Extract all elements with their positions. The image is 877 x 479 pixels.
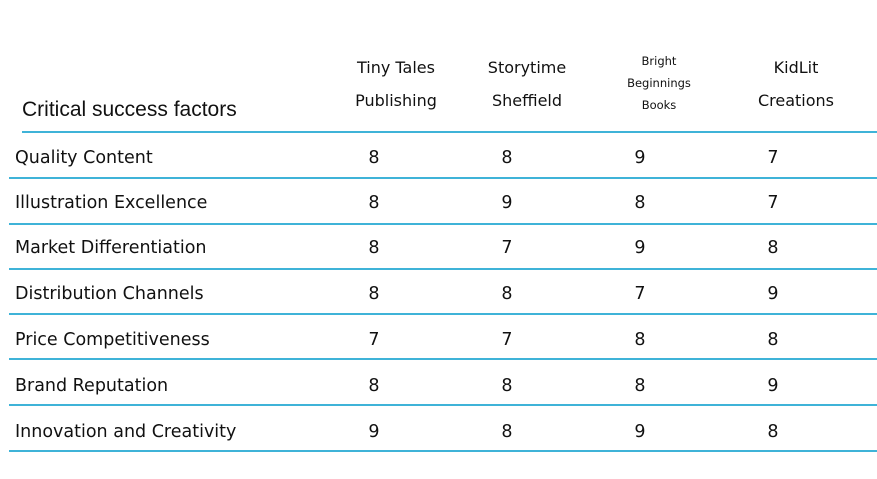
column-header-line: Beginnings xyxy=(627,76,691,90)
table-cell: 7 xyxy=(368,330,380,350)
row-rule xyxy=(9,268,877,270)
table-cell: 9 xyxy=(634,238,646,258)
table-cell: 7 xyxy=(634,284,646,304)
table-cell: 8 xyxy=(368,238,380,258)
column-header-line: Creations xyxy=(757,91,835,110)
table-cell: 9 xyxy=(501,193,513,213)
table-cell: 8 xyxy=(368,376,380,396)
column-header-storytime-sheffield: Storytime Sheffield xyxy=(462,51,592,117)
table-cell: 8 xyxy=(501,284,513,304)
column-header-line: Tiny Tales xyxy=(357,58,435,77)
table-cell: 8 xyxy=(501,148,513,168)
column-header-line: Sheffield xyxy=(491,91,563,110)
table-cell: 7 xyxy=(501,330,513,350)
row-label: Market Differentiation xyxy=(15,238,207,258)
column-header-line: Bright xyxy=(641,54,677,68)
row-rule xyxy=(9,177,877,179)
header-rule xyxy=(22,131,877,133)
row-label: Price Competitiveness xyxy=(15,330,210,350)
table-cell: 8 xyxy=(767,330,779,350)
row-rule xyxy=(9,223,877,225)
table-cell: 7 xyxy=(767,193,779,213)
row-label: Innovation and Creativity xyxy=(15,422,237,442)
table-cell: 9 xyxy=(368,422,380,442)
table-cell: 8 xyxy=(767,422,779,442)
row-label: Brand Reputation xyxy=(15,376,169,396)
table-cell: 8 xyxy=(368,284,380,304)
column-header-tiny-tales-publishing: Tiny Tales Publishing xyxy=(331,51,461,117)
column-header-line: Publishing xyxy=(355,91,437,110)
row-label: Distribution Channels xyxy=(15,284,204,304)
row-label: Quality Content xyxy=(15,148,153,168)
table-cell: 8 xyxy=(368,148,380,168)
column-header-line: Storytime xyxy=(487,58,567,77)
row-label: Illustration Excellence xyxy=(15,193,208,213)
row-rule xyxy=(9,358,877,360)
table-cell: 8 xyxy=(767,238,779,258)
column-header-line: KidLit xyxy=(773,58,819,77)
table-cell: 8 xyxy=(368,193,380,213)
table-cell: 8 xyxy=(501,376,513,396)
row-rule xyxy=(9,404,877,406)
table-cell: 9 xyxy=(767,376,779,396)
table-cell: 9 xyxy=(767,284,779,304)
table-cell: 9 xyxy=(634,422,646,442)
column-header-kidlit-creations: KidLit Creations xyxy=(731,51,861,117)
table-cell: 8 xyxy=(501,422,513,442)
table-cell: 8 xyxy=(634,376,646,396)
column-header-bright-beginnings-books: Bright Beginnings Books xyxy=(594,50,724,116)
table-cell: 9 xyxy=(634,148,646,168)
row-rule xyxy=(9,450,877,452)
table-cell: 7 xyxy=(501,238,513,258)
row-rule xyxy=(9,313,877,315)
table-cell: 8 xyxy=(634,193,646,213)
table-title: Critical success factors xyxy=(22,98,237,121)
table-cell: 7 xyxy=(767,148,779,168)
table-cell: 8 xyxy=(634,330,646,350)
column-header-line: Books xyxy=(641,98,677,112)
